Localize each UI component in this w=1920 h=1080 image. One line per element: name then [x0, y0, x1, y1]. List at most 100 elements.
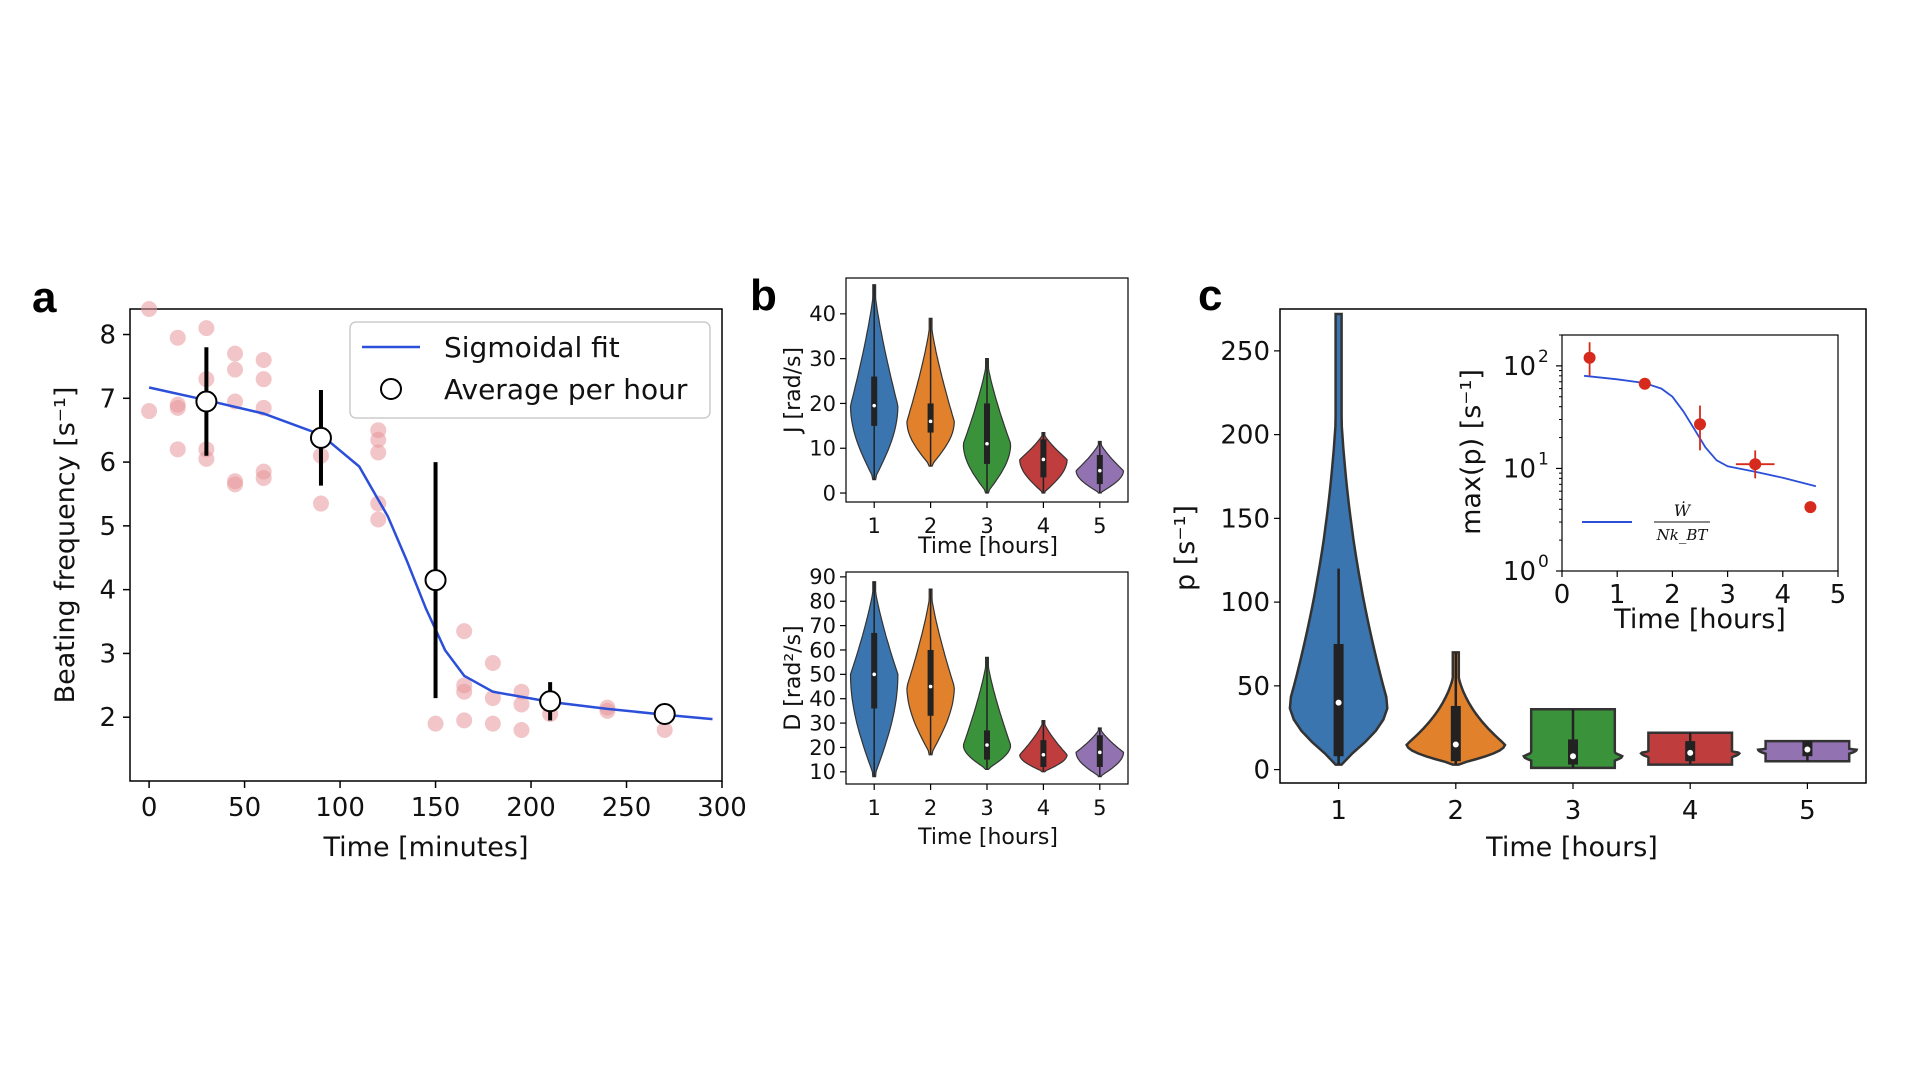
- y-tick-label: 80: [809, 590, 836, 614]
- average-marker: [195, 390, 218, 413]
- violin-median: [985, 743, 989, 747]
- panel-a-frame: [129, 308, 723, 782]
- legend-box: [349, 321, 711, 419]
- inset-data-point: [1749, 458, 1762, 471]
- y-tick-label: 0: [823, 481, 836, 505]
- x-tick-label: 1: [1330, 796, 1347, 826]
- y-tick-label: 20: [809, 392, 836, 416]
- x-tick-label: 3: [1565, 796, 1582, 826]
- violin-body: [1288, 312, 1389, 766]
- inset-y-tick-exponent: 0: [1538, 552, 1549, 572]
- panel-b-bottom-ylabel: D [rad²/s]: [781, 625, 806, 730]
- raw-data-point: [456, 683, 473, 700]
- raw-data-point: [255, 352, 272, 369]
- raw-data-point: [370, 444, 387, 461]
- raw-data-point: [484, 655, 501, 671]
- y-tick-label: 5: [99, 512, 116, 542]
- raw-data-point: [370, 511, 387, 528]
- y-tick-label: 0: [1253, 756, 1270, 786]
- raw-data-point: [198, 450, 215, 467]
- x-tick-label: 5: [1093, 514, 1106, 538]
- raw-data-point: [513, 721, 530, 738]
- violin-median: [1804, 746, 1811, 753]
- raw-data-point: [656, 721, 673, 738]
- panel-a-chart: 0 50 100 150 200 250 300 2 3 4 5 6 7 8 Sigmoidal fit …: [50, 301, 747, 863]
- panel-b-top-violins: [849, 284, 1125, 494]
- x-tick-label: 5: [1799, 796, 1816, 826]
- inset-x-tick-label: 0: [1554, 580, 1571, 610]
- raw-data-point: [456, 623, 473, 640]
- violin-median: [1098, 750, 1102, 755]
- panel-c-ylabel: p [s⁻¹]: [1170, 505, 1201, 591]
- violin-iqr-box: [1568, 739, 1578, 765]
- y-tick-label: 4: [99, 576, 116, 606]
- x-tick-label: 4: [1682, 796, 1699, 826]
- panel-letter-a: a: [32, 273, 57, 322]
- inset-y-tick-label: 10: [1503, 454, 1536, 484]
- y-tick-label: 10: [809, 760, 836, 784]
- y-tick-label: 3: [99, 639, 116, 669]
- inset-x-tick-label: 4: [1775, 580, 1792, 610]
- sigmoidal-fit-curve: [148, 386, 713, 721]
- violin-median: [928, 684, 933, 689]
- inset-legend-denominator: Nk_BT: [1656, 526, 1709, 544]
- inset-x-tick-label: 5: [1830, 580, 1847, 610]
- raw-data-point: [169, 399, 186, 416]
- panel-letter-c: c: [1198, 271, 1222, 320]
- inset-legend-numerator: Ẇ: [1674, 500, 1692, 520]
- raw-data-point: [255, 470, 272, 487]
- violin-median: [1041, 752, 1046, 757]
- inset-xlabel: Time [hours]: [1613, 604, 1786, 635]
- panel-c-xlabel: Time [hours]: [1485, 832, 1658, 863]
- inset-ylabel: max(p) [s⁻¹]: [1456, 369, 1487, 535]
- raw-data-point: [169, 329, 186, 346]
- x-tick-label: 200: [506, 793, 556, 823]
- x-tick-label: 0: [141, 793, 158, 823]
- violin-median: [1335, 699, 1342, 706]
- violin-median: [985, 441, 989, 446]
- violin-median: [1570, 753, 1576, 760]
- x-tick-label: 4: [1037, 514, 1050, 538]
- raw-data-point: [169, 441, 186, 458]
- raw-data-point: [370, 431, 387, 448]
- inset-y-tick-exponent: 2: [1538, 347, 1549, 367]
- y-tick-label: 30: [809, 347, 836, 371]
- raw-data-point: [484, 690, 501, 707]
- raw-data-point: [456, 712, 473, 729]
- inset-x-tick-label: 1: [1609, 580, 1626, 610]
- panel-b-top-ticks: 0 10 20 30 40 1 2 3 4 5: [809, 302, 1106, 538]
- x-tick-label: 1: [868, 796, 881, 820]
- violin-median: [928, 419, 933, 424]
- x-tick-label: 250: [602, 793, 652, 823]
- violin-median: [1687, 749, 1694, 756]
- panel-b-top-ylabel: J [rad/s]: [781, 347, 806, 435]
- raw-data-point: [255, 371, 272, 388]
- inset-y-tick-label: 10: [1503, 557, 1536, 587]
- y-tick-label: 40: [809, 687, 836, 711]
- x-tick-label: 2: [924, 796, 937, 820]
- x-tick-label: 100: [315, 793, 365, 823]
- x-tick-label: 5: [1093, 796, 1106, 820]
- raw-data-point: [141, 403, 158, 420]
- violin-iqr-box: [927, 649, 934, 716]
- average-marker: [309, 426, 332, 449]
- panel-b-bottom-violins: [849, 581, 1125, 778]
- legend-avg-marker: [380, 378, 402, 400]
- y-tick-label: 90: [809, 565, 836, 589]
- violin-iqr-box: [984, 403, 990, 464]
- panel-letter-b: b: [750, 271, 777, 320]
- inset-x-tick-label: 3: [1719, 580, 1736, 610]
- average-marker: [539, 690, 562, 713]
- y-tick-label: 8: [99, 321, 116, 351]
- raw-data-point: [484, 715, 501, 732]
- inset-y-tick-label: 10: [1503, 352, 1536, 382]
- y-tick-label: 200: [1220, 421, 1270, 451]
- inset-points: [1583, 342, 1817, 514]
- raw-data-point: [513, 696, 530, 713]
- raw-data-point: [227, 476, 244, 493]
